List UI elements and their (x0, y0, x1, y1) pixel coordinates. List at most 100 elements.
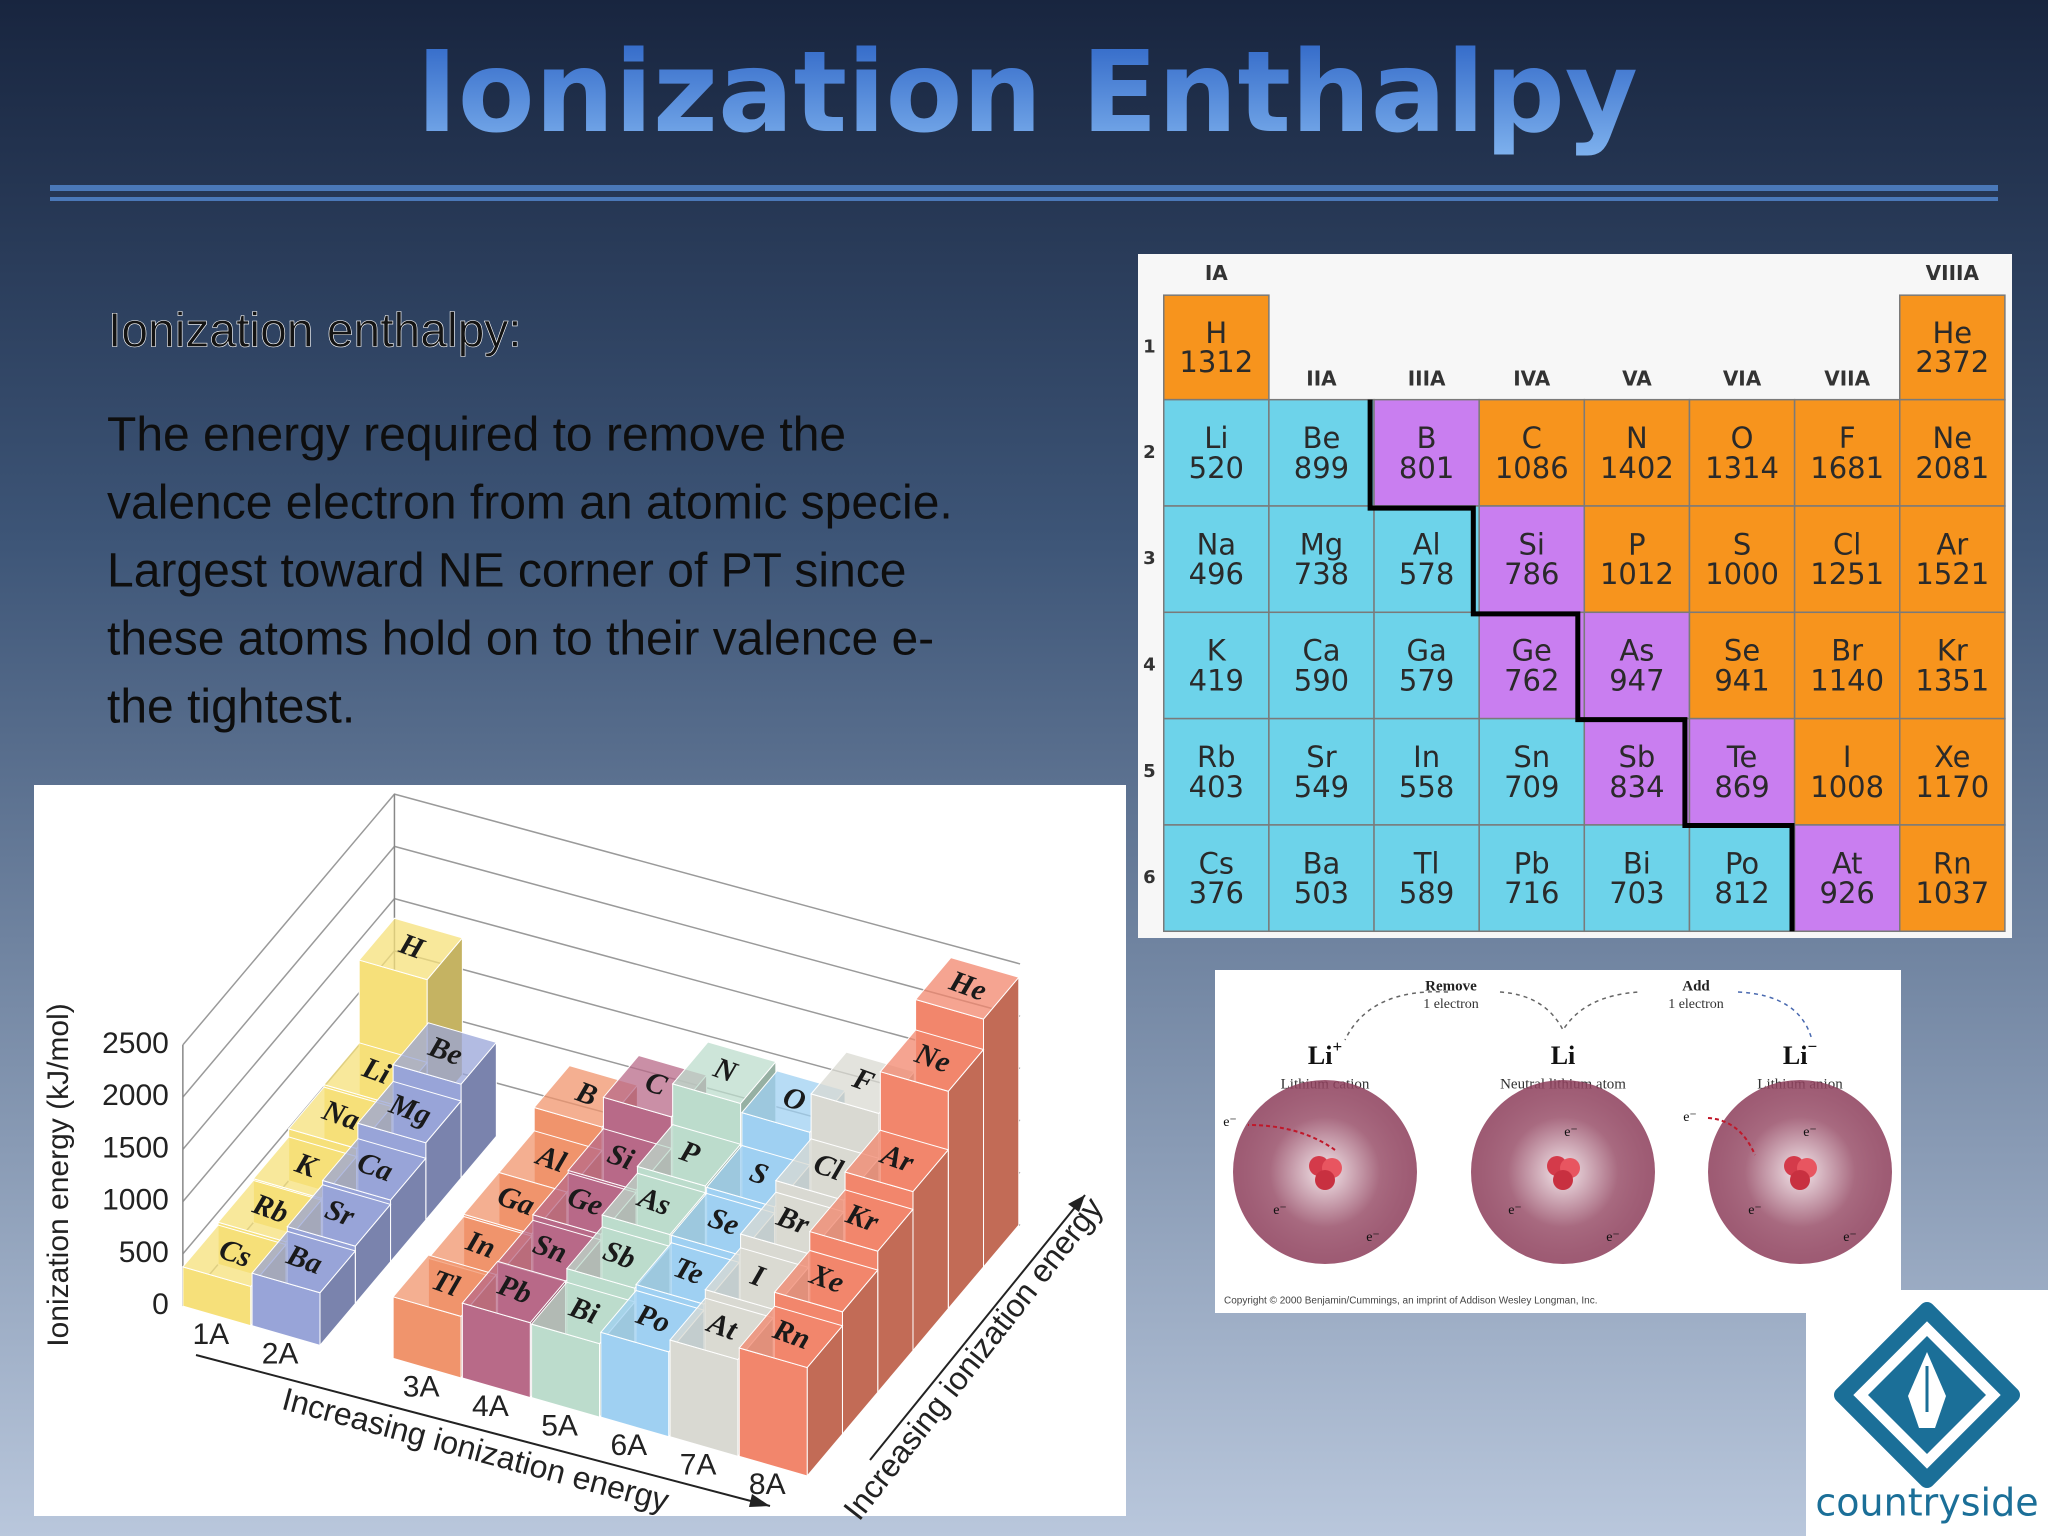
group-header: VA (1622, 367, 1652, 391)
symbol: Li (1308, 1041, 1333, 1070)
element-symbol: Tl (1413, 846, 1440, 880)
element-value: 419 (1189, 663, 1244, 697)
element-value: 1012 (1600, 557, 1674, 591)
group-label: 2A (262, 1338, 299, 1371)
element-value: 947 (1609, 663, 1664, 697)
element-cell (1268, 505, 1375, 614)
element-cell (1268, 824, 1375, 933)
metal-boundary (1367, 399, 1795, 932)
element-value: 801 (1399, 451, 1454, 485)
heading: Ionization enthalpy: (108, 305, 522, 358)
electron-label: e⁻ (1223, 1115, 1237, 1130)
element-value: 786 (1504, 557, 1559, 591)
element-cell (1268, 611, 1375, 720)
element-symbol: Pb (1514, 846, 1550, 880)
y-tick-label: 0 (152, 1288, 169, 1321)
element-value: 762 (1504, 663, 1559, 697)
arrow-arc (1344, 990, 1449, 1041)
element-value: 941 (1714, 663, 1769, 697)
electron-label: e⁻ (1748, 1203, 1762, 1218)
axis-arrow (195, 1354, 771, 1507)
group-header: IVA (1513, 367, 1551, 391)
element-value: 1402 (1600, 451, 1674, 485)
element-value: 1312 (1179, 345, 1253, 379)
rule (50, 197, 1998, 201)
y-tick-label: 2500 (102, 1027, 169, 1060)
group-header: VIIIA (1926, 261, 1980, 285)
group-label: 6A (610, 1429, 647, 1462)
paragraph: The energy required to remove the valence… (107, 409, 953, 734)
period-label: 3 (1143, 548, 1156, 569)
element-value: 1521 (1915, 557, 1989, 591)
bar-top (773, 1249, 879, 1313)
bar-top (879, 1029, 985, 1092)
step-label: Remove (1425, 978, 1477, 994)
element-symbol: O (1731, 421, 1754, 455)
element-value: 579 (1399, 663, 1454, 697)
element-cell (1373, 398, 1480, 507)
species-symbol: Li− (1783, 1037, 1817, 1070)
element-value: 1000 (1705, 557, 1779, 591)
element-symbol: F (1839, 421, 1856, 455)
element-value: 703 (1609, 876, 1664, 910)
element-value: 403 (1189, 770, 1244, 804)
bar-front (669, 1339, 739, 1457)
electron-label: e⁻ (1843, 1230, 1857, 1245)
species-symbol: Li (1551, 1041, 1576, 1070)
group-header: VIA (1723, 367, 1762, 391)
element-cell (1583, 398, 1691, 507)
period-label: 2 (1143, 442, 1156, 463)
element-cell (1583, 611, 1691, 720)
element-cell (1163, 505, 1270, 614)
bar-top (808, 1189, 914, 1252)
element-value: 1008 (1810, 770, 1884, 804)
element-cell (1899, 824, 2006, 933)
element-value: 738 (1294, 557, 1349, 591)
bar (251, 1230, 357, 1347)
group-label: 7A (680, 1449, 717, 1482)
element-cell (1478, 398, 1586, 507)
element-value: 834 (1609, 770, 1664, 804)
bar-top (356, 1080, 462, 1144)
paragraph-line: Largest toward NE corner of PT since (107, 545, 906, 598)
element-cell (1688, 505, 1796, 614)
electron-label: e⁻ (1683, 1110, 1697, 1125)
element-symbol: Be (1303, 421, 1341, 455)
bar (738, 1305, 844, 1478)
electron-label: e⁻ (1803, 1125, 1817, 1140)
symbol: Li (1783, 1041, 1808, 1070)
element-cell (1793, 505, 1901, 614)
step-detail: 1 electron (1668, 997, 1724, 1012)
group-label: 8A (749, 1468, 786, 1501)
bar-top (286, 1184, 392, 1247)
element-cell (1688, 611, 1796, 720)
element-symbol: Ca (1302, 634, 1340, 668)
group-label: 3A (403, 1370, 440, 1403)
electron-label: e⁻ (1273, 1203, 1287, 1218)
element-symbol: P (1628, 527, 1646, 561)
element-value: 590 (1294, 663, 1349, 697)
element-symbol: Kr (1937, 634, 1968, 668)
y-axis-label: Ionization energy (kJ/mol) (42, 1003, 75, 1346)
logo-text: countryside (1815, 1481, 2038, 1525)
logo-frame (1834, 1302, 2020, 1488)
bar-top (844, 1129, 950, 1193)
element-cell (1793, 611, 1901, 720)
element-cell (1688, 717, 1796, 826)
bar-top (321, 1138, 427, 1201)
element-cell (1268, 717, 1375, 826)
bar-top (392, 1022, 498, 1085)
element-cell (1899, 294, 2006, 401)
bar-top (601, 1172, 707, 1236)
element-value: 496 (1189, 557, 1244, 591)
element-value: 549 (1294, 770, 1349, 804)
element-value: 589 (1399, 876, 1454, 910)
element-value: 926 (1820, 876, 1875, 910)
bar-top (636, 1124, 742, 1187)
element-symbol: Sb (1618, 740, 1655, 774)
element-symbol: Rn (1933, 846, 1972, 880)
element-symbol: Li (1204, 421, 1228, 455)
title: Ionization Enthalpy (416, 28, 1638, 158)
element-value: 2081 (1915, 451, 1989, 485)
